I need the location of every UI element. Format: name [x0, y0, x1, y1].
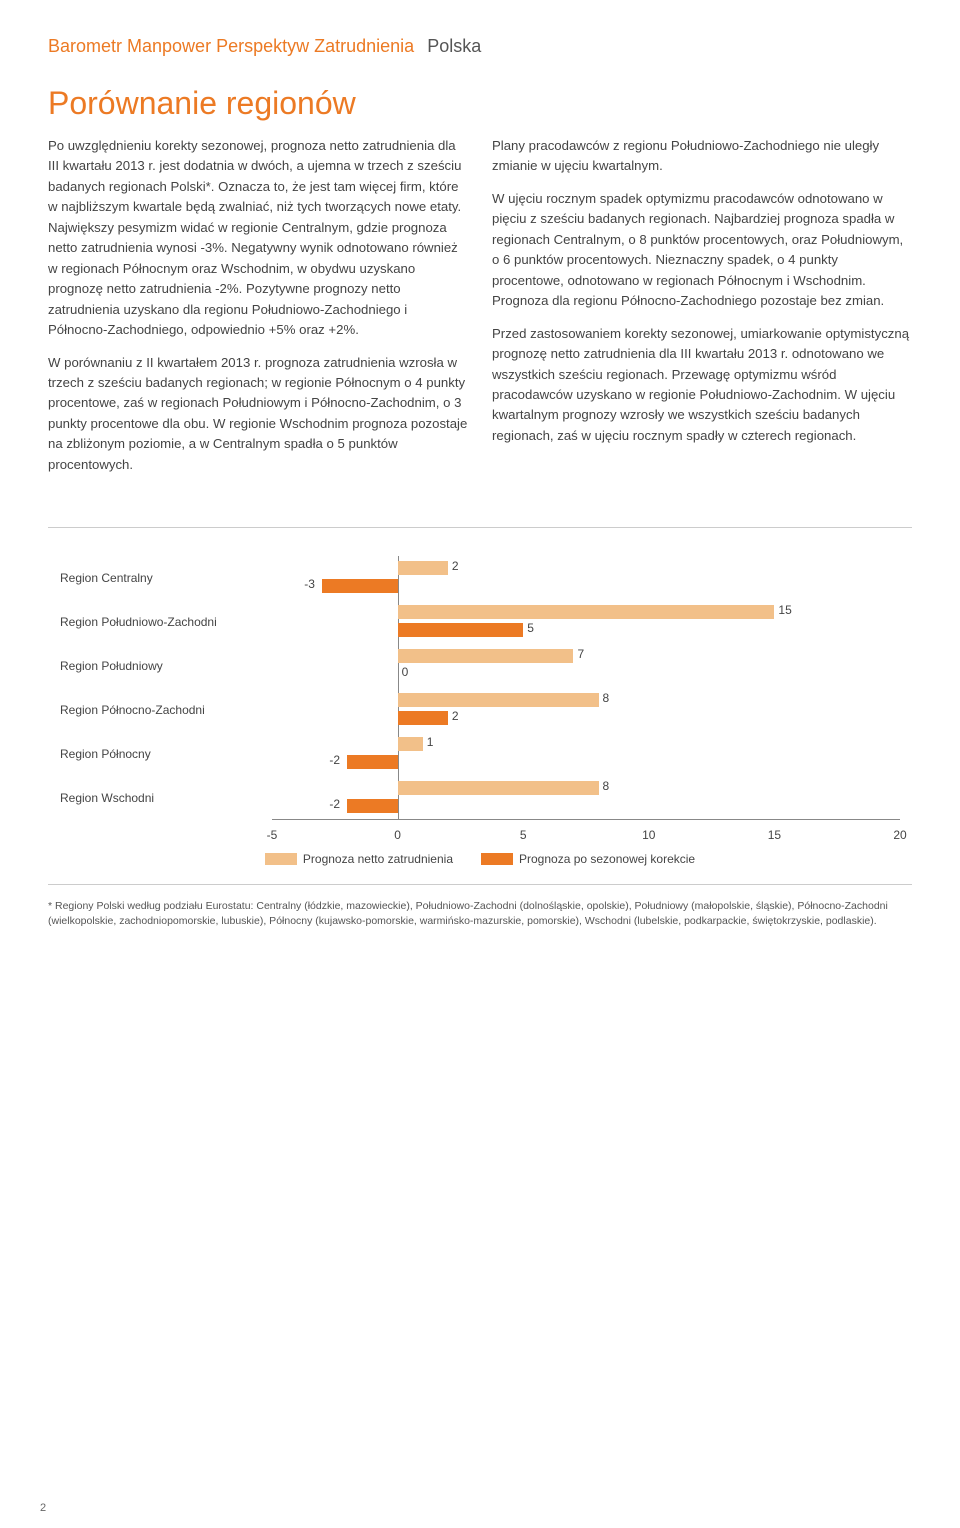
header-title-black: Polska [427, 36, 481, 56]
legend-swatch-korekta [481, 853, 513, 865]
chart-legend: Prognoza netto zatrudnienia Prognoza po … [60, 852, 900, 866]
chart-labels: Region CentralnyRegion Południowo-Zachod… [60, 556, 260, 846]
chart-tick: 0 [394, 828, 401, 842]
chart-bar-value: 8 [603, 779, 610, 793]
chart-axis-area: 2-315570821-28-2 [272, 556, 900, 820]
chart-bar [322, 579, 397, 593]
chart-bar-value: -3 [304, 577, 315, 591]
chart-bar [398, 561, 448, 575]
chart-bar-row: 82 [272, 688, 900, 732]
chart-row-label: Region Południowy [60, 644, 260, 688]
chart-tick: 15 [768, 828, 781, 842]
chart-bar [398, 693, 599, 707]
chart-tick: -5 [267, 828, 278, 842]
legend-netto: Prognoza netto zatrudnienia [265, 852, 453, 866]
column-right: Plany pracodawców z regionu Południowo-Z… [492, 136, 912, 487]
right-p3: Przed zastosowaniem korekty sezonowej, u… [492, 324, 912, 447]
body-columns: Po uwzględnieniu korekty sezonowej, prog… [48, 136, 912, 487]
page-number: 2 [40, 1502, 46, 1514]
chart-bar [347, 799, 397, 813]
right-p2: W ujęciu rocznym spadek optymizmu pracod… [492, 189, 912, 312]
chart-bar [347, 755, 397, 769]
chart-tick: 20 [893, 828, 906, 842]
chart-bar-value: -2 [329, 797, 340, 811]
chart-bar-value: 15 [778, 603, 791, 617]
chart-bar-row: 1 -2 [272, 732, 900, 776]
section-title: Porównanie regionów [48, 85, 912, 122]
chart-row-label: Region Północny [60, 732, 260, 776]
chart-tick: 5 [520, 828, 527, 842]
chart-bar-value: 2 [452, 559, 459, 573]
chart-row-label: Region Północno-Zachodni [60, 688, 260, 732]
regions-chart: Region CentralnyRegion Południowo-Zachod… [48, 527, 912, 885]
chart-bar-value: 2 [452, 709, 459, 723]
report-header: Barometr Manpower Perspektyw Zatrudnieni… [48, 36, 912, 57]
legend-korekta: Prognoza po sezonowej korekcie [481, 852, 695, 866]
chart-ticks: -505101520 [272, 826, 900, 846]
chart-tick: 10 [642, 828, 655, 842]
chart-bar-row: 15 5 [272, 600, 900, 644]
chart-bar-value: 1 [427, 735, 434, 749]
chart-bar [398, 781, 599, 795]
chart-bar-row: 70 [272, 644, 900, 688]
footnote: * Regiony Polski według podziału Eurosta… [48, 899, 912, 929]
column-left: Po uwzględnieniu korekty sezonowej, prog… [48, 136, 468, 487]
left-p2: W porównaniu z II kwartałem 2013 r. prog… [48, 353, 468, 476]
legend-label-netto: Prognoza netto zatrudnienia [303, 852, 453, 866]
chart-bar-value: 8 [603, 691, 610, 705]
left-p1: Po uwzględnieniu korekty sezonowej, prog… [48, 136, 468, 341]
chart-bar [398, 737, 423, 751]
chart-bars-area: 2-315570821-28-2 -505101520 [272, 556, 900, 846]
chart-bar-row: 8 -2 [272, 776, 900, 820]
chart-bar [398, 623, 524, 637]
chart-bar-value: 5 [527, 621, 534, 635]
chart-bar-value: 7 [577, 647, 584, 661]
chart-row-label: Region Wschodni [60, 776, 260, 820]
chart-bar [398, 605, 775, 619]
chart-row-label: Region Centralny [60, 556, 260, 600]
legend-swatch-netto [265, 853, 297, 865]
chart-bar-value: -2 [329, 753, 340, 767]
chart-bar [398, 649, 574, 663]
chart-bar [398, 711, 448, 725]
header-title-orange: Barometr Manpower Perspektyw Zatrudnieni… [48, 36, 414, 56]
legend-label-korekta: Prognoza po sezonowej korekcie [519, 852, 695, 866]
chart-bar-row: 2 -3 [272, 556, 900, 600]
right-p1: Plany pracodawców z regionu Południowo-Z… [492, 136, 912, 177]
chart-row-label: Region Południowo-Zachodni [60, 600, 260, 644]
chart-bar-value: 0 [402, 665, 409, 679]
